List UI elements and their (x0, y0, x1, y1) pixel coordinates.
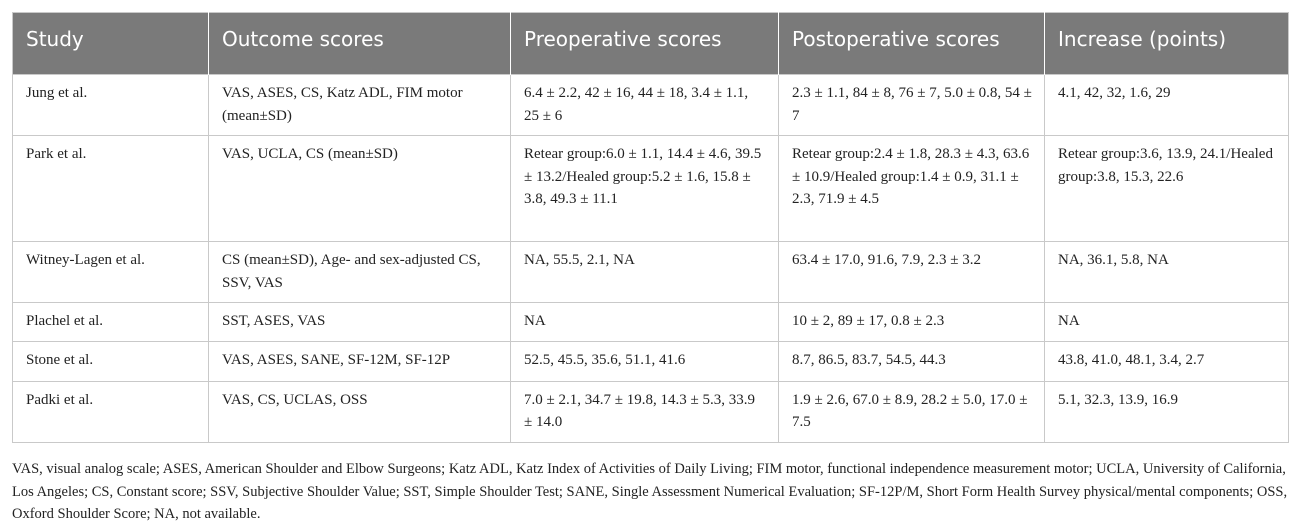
cell-preoperative: 7.0 ± 2.1, 34.7 ± 19.8, 14.3 ± 5.3, 33.9… (510, 380, 779, 442)
header-increase-points: Increase (points) (1044, 12, 1289, 75)
table-header: Study Outcome scores Preoperative scores… (12, 12, 1289, 75)
cell-study: Plachel et al. (12, 302, 209, 341)
cell-increase: NA, 36.1, 5.8, NA (1044, 241, 1289, 303)
header-preoperative-scores: Preoperative scores (510, 12, 779, 75)
cell-outcome-scores: VAS, UCLA, CS (mean±SD) (208, 135, 511, 242)
cell-postoperative: 1.9 ± 2.6, 67.0 ± 8.9, 28.2 ± 5.0, 17.0 … (778, 380, 1045, 442)
cell-increase: 4.1, 42, 32, 1.6, 29 (1044, 74, 1289, 136)
cell-study: Witney-Lagen et al. (12, 241, 209, 303)
table-row: Padki et al. VAS, CS, UCLAS, OSS 7.0 ± 2… (12, 380, 1289, 442)
cell-outcome-scores: VAS, CS, UCLAS, OSS (208, 380, 511, 442)
cell-preoperative: Retear group:6.0 ± 1.1, 14.4 ± 4.6, 39.5… (510, 135, 779, 242)
cell-postoperative: 10 ± 2, 89 ± 17, 0.8 ± 2.3 (778, 302, 1045, 341)
cell-study: Park et al. (12, 135, 209, 242)
cell-postoperative: Retear group:2.4 ± 1.8, 28.3 ± 4.3, 63.6… (778, 135, 1045, 242)
cell-increase: 5.1, 32.3, 13.9, 16.9 (1044, 380, 1289, 442)
table-row: Plachel et al. SST, ASES, VAS NA 10 ± 2,… (12, 302, 1289, 341)
cell-outcome-scores: VAS, ASES, SANE, SF-12M, SF-12P (208, 340, 511, 381)
outcomes-table-container: Study Outcome scores Preoperative scores… (12, 12, 1289, 443)
header-row: Study Outcome scores Preoperative scores… (12, 12, 1289, 75)
cell-increase: 43.8, 41.0, 48.1, 3.4, 2.7 (1044, 340, 1289, 381)
cell-preoperative: 52.5, 45.5, 35.6, 51.1, 41.6 (510, 340, 779, 381)
cell-outcome-scores: SST, ASES, VAS (208, 302, 511, 341)
cell-preoperative: 6.4 ± 2.2, 42 ± 16, 44 ± 18, 3.4 ± 1.1, … (510, 74, 779, 136)
cell-study: Padki et al. (12, 380, 209, 442)
cell-study: Stone et al. (12, 340, 209, 381)
cell-outcome-scores: CS (mean±SD), Age- and sex-adjusted CS, … (208, 241, 511, 303)
header-study: Study (12, 12, 209, 75)
cell-increase: Retear group:3.6, 13.9, 24.1/Healed grou… (1044, 135, 1289, 242)
table-body: Jung et al. VAS, ASES, CS, Katz ADL, FIM… (12, 74, 1289, 442)
table-row: Stone et al. VAS, ASES, SANE, SF-12M, SF… (12, 340, 1289, 381)
cell-increase: NA (1044, 302, 1289, 341)
header-outcome-scores: Outcome scores (208, 12, 511, 75)
cell-outcome-scores: VAS, ASES, CS, Katz ADL, FIM motor (mean… (208, 74, 511, 136)
table-row: Jung et al. VAS, ASES, CS, Katz ADL, FIM… (12, 74, 1289, 136)
cell-preoperative: NA, 55.5, 2.1, NA (510, 241, 779, 303)
cell-study: Jung et al. (12, 74, 209, 136)
table-footnote: VAS, visual analog scale; ASES, American… (12, 461, 1288, 522)
table-row: Witney-Lagen et al. CS (mean±SD), Age- a… (12, 241, 1289, 303)
table-row: Park et al. VAS, UCLA, CS (mean±SD) Rete… (12, 135, 1289, 242)
cell-postoperative: 8.7, 86.5, 83.7, 54.5, 44.3 (778, 340, 1045, 381)
header-postoperative-scores: Postoperative scores (778, 12, 1045, 75)
outcomes-table: Study Outcome scores Preoperative scores… (12, 12, 1289, 443)
cell-preoperative: NA (510, 302, 779, 341)
cell-postoperative: 2.3 ± 1.1, 84 ± 8, 76 ± 7, 5.0 ± 0.8, 54… (778, 74, 1045, 136)
cell-postoperative: 63.4 ± 17.0, 91.6, 7.9, 2.3 ± 3.2 (778, 241, 1045, 303)
